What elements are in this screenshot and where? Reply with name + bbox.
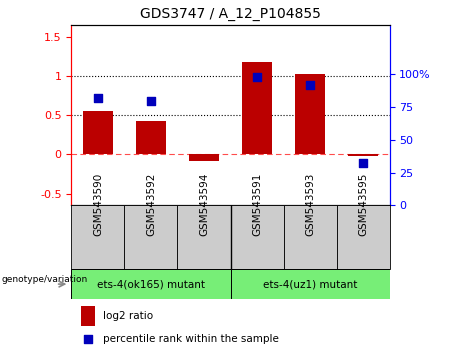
Point	[84, 336, 92, 342]
Bar	[71, 205, 124, 269]
Text: ets-4(ok165) mutant: ets-4(ok165) mutant	[97, 279, 205, 289]
Bar	[230, 205, 284, 269]
Bar	[230, 269, 390, 299]
Text: GSM543590: GSM543590	[93, 173, 103, 236]
Text: GSM543593: GSM543593	[305, 172, 315, 236]
Bar	[177, 205, 230, 269]
Text: GSM543595: GSM543595	[358, 172, 368, 236]
Bar	[136, 121, 165, 154]
Text: log2 ratio: log2 ratio	[103, 311, 154, 321]
Point	[148, 98, 155, 103]
Text: percentile rank within the sample: percentile rank within the sample	[103, 334, 279, 344]
Point	[254, 74, 261, 80]
Bar	[124, 205, 177, 269]
Bar	[337, 205, 390, 269]
Bar	[296, 74, 325, 154]
Text: GSM543594: GSM543594	[199, 172, 209, 236]
Bar	[83, 111, 112, 154]
Bar	[189, 154, 219, 161]
Bar	[284, 205, 337, 269]
Bar	[242, 62, 272, 154]
Point	[94, 95, 101, 101]
Point	[306, 82, 313, 88]
Point	[359, 161, 366, 166]
Bar	[71, 269, 230, 299]
Bar	[349, 154, 378, 156]
Text: ets-4(uz1) mutant: ets-4(uz1) mutant	[263, 279, 357, 289]
Text: genotype/variation: genotype/variation	[1, 275, 88, 284]
Text: GSM543592: GSM543592	[146, 172, 156, 236]
Bar	[81, 306, 95, 326]
Text: GSM543591: GSM543591	[252, 172, 262, 236]
Title: GDS3747 / A_12_P104855: GDS3747 / A_12_P104855	[140, 7, 321, 21]
